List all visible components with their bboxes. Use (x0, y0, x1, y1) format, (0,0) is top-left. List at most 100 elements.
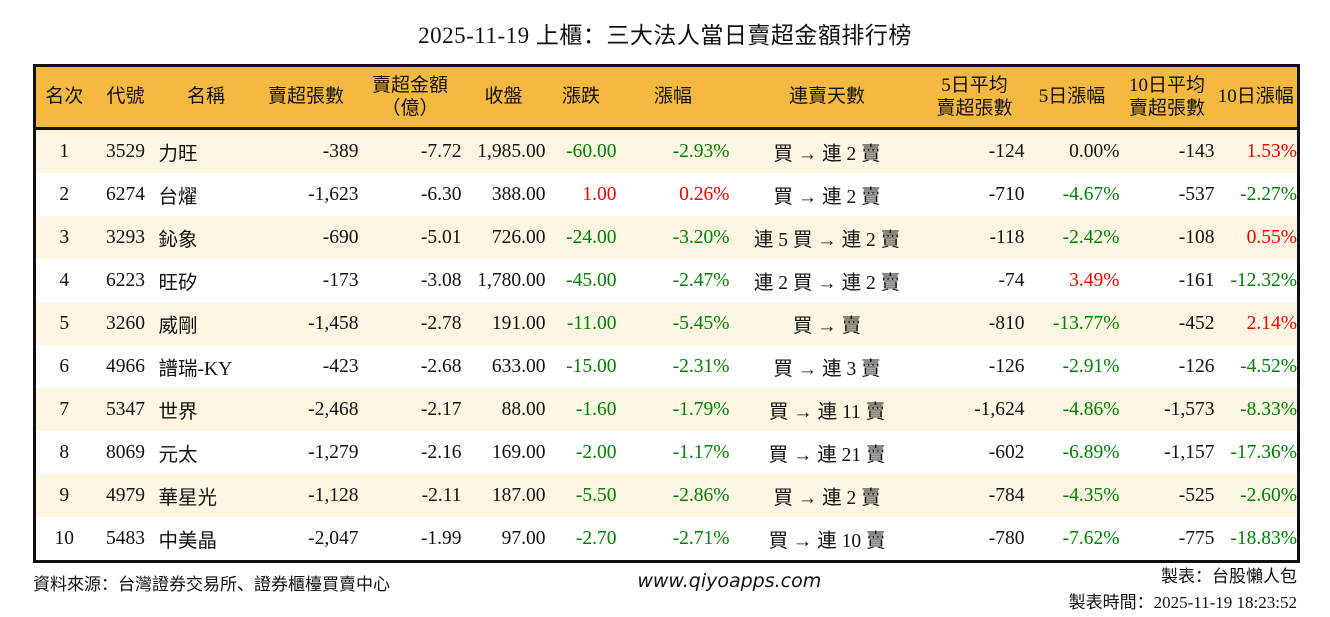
footer: 資料來源：台灣證券交易所、證券櫃檯買賣中心 www.qiyoapps.com 製… (33, 564, 1297, 617)
column-header-change: 漲跌 (545, 65, 617, 130)
cell-name: 譜瑞-KY (158, 359, 233, 380)
cell-rank: 6 (59, 355, 70, 377)
column-header-code: 代號 (92, 65, 159, 130)
cell-change: -2.00 (575, 441, 617, 463)
cell-avg5_volume: -784 (988, 484, 1025, 506)
cell-net_sell_amount: -3.08 (420, 269, 462, 291)
cell-pct5: -7.62% (1062, 527, 1120, 549)
cell-avg5_volume: -602 (988, 441, 1025, 463)
cell-pct5: -4.86% (1062, 398, 1120, 420)
cell-code: 4979 (106, 484, 145, 506)
table-row: 5 3260 威剛 -1,458 -2.78 191.00 -11.00 -5.45% 買 → … (34, 302, 1299, 345)
cell-change: -1.60 (575, 398, 617, 420)
cell-streak: 連 2 買 → 連 2 賣 (753, 273, 901, 294)
cell-change_pct: -1.79% (672, 398, 730, 420)
table-row: 3 3293 鈊象 -690 -5.01 726.00 -24.00 -3.20% 連 5 買 … (34, 216, 1299, 259)
column-header-name: 名稱 (158, 65, 254, 130)
cell-name: 台燿 (158, 187, 198, 208)
cell-pct10: -2.27% (1240, 183, 1297, 205)
column-header-avg5_volume: 5日平均 賣超張數 (924, 65, 1025, 130)
cell-streak: 買 → 連 3 賣 (773, 359, 881, 380)
table-row: 2 6274 台燿 -1,623 -6.30 388.00 1.00 0.26% 買 → 連 2… (34, 173, 1299, 216)
cell-pct5: -13.77% (1052, 312, 1120, 334)
cell-net_sell_volume: -173 (322, 269, 359, 291)
cell-name: 鈊象 (158, 230, 198, 251)
cell-net_sell_volume: -1,623 (308, 183, 359, 205)
cell-avg5_volume: -810 (988, 312, 1025, 334)
cell-avg10_volume: -525 (1178, 484, 1215, 506)
cell-net_sell_volume: -1,279 (308, 441, 359, 463)
table-row: 9 4979 華星光 -1,128 -2.11 187.00 -5.50 -2.86% 買 → … (34, 474, 1299, 517)
cell-close: 191.00 (491, 312, 546, 334)
cell-net_sell_amount: -2.78 (420, 312, 462, 334)
cell-name: 中美晶 (158, 531, 218, 552)
table-row: 1 3529 力旺 -389 -7.72 1,985.00 -60.00 -2.93% 買 → … (34, 128, 1299, 173)
credit-block: 製表：台股懶人包 製表時間：2025-11-19 18:23:52 (1069, 564, 1297, 617)
cell-change_pct: -1.17% (672, 441, 730, 463)
cell-avg5_volume: -780 (988, 527, 1025, 549)
cell-pct5: -4.67% (1062, 183, 1120, 205)
cell-net_sell_volume: -1,458 (308, 312, 359, 334)
cell-rank: 3 (59, 226, 70, 248)
cell-close: 97.00 (501, 527, 546, 549)
cell-pct5: -2.42% (1062, 226, 1120, 248)
cell-name: 威剛 (158, 316, 198, 337)
cell-code: 5347 (106, 398, 145, 420)
cell-name: 世界 (158, 402, 198, 423)
cell-pct10: 2.14% (1246, 312, 1297, 334)
cell-change: -60.00 (566, 140, 617, 162)
ranking-table: 名次 代號 名稱 賣超張數 賣超金額 （億） 收盤 漲跌 漲幅 連賣天數 5日平均 賣超張數 5日漲幅 1… (33, 64, 1300, 563)
cell-net_sell_volume: -2,047 (308, 527, 359, 549)
column-header-pct5: 5日漲幅 (1024, 65, 1120, 130)
cell-close: 726.00 (491, 226, 546, 248)
cell-net_sell_volume: -423 (322, 355, 359, 377)
cell-change: -5.50 (575, 484, 617, 506)
cell-rank: 8 (59, 441, 70, 463)
cell-change_pct: -5.45% (672, 312, 730, 334)
cell-change_pct: -2.47% (672, 269, 730, 291)
page-title: 2025-11-19 上櫃：三大法人當日賣超金額排行榜 (418, 23, 912, 48)
cell-avg10_volume: -1,157 (1164, 441, 1215, 463)
cell-rank: 1 (59, 140, 70, 162)
cell-change_pct: -2.86% (672, 484, 730, 506)
made-time: 製表時間：2025-11-19 18:23:52 (1068, 593, 1297, 613)
cell-pct10: -18.83% (1230, 527, 1297, 549)
cell-rank: 9 (59, 484, 70, 506)
cell-pct10: -8.33% (1240, 398, 1297, 420)
made-by: 製表：台股懶人包 (1160, 567, 1297, 586)
cell-rank: 4 (59, 269, 70, 291)
ranking-table-container: 名次 代號 名稱 賣超張數 賣超金額 （億） 收盤 漲跌 漲幅 連賣天數 5日平均 賣超張數 5日漲幅 1… (33, 64, 1300, 563)
cell-avg10_volume: -126 (1178, 355, 1215, 377)
table-header: 名次 代號 名稱 賣超張數 賣超金額 （億） 收盤 漲跌 漲幅 連賣天數 5日平均 賣超張數 5日漲幅 1… (34, 65, 1299, 130)
cell-name: 旺矽 (158, 273, 198, 294)
table-row: 10 5483 中美晶 -2,047 -1.99 97.00 -2.70 -2.71% 買 → … (34, 517, 1299, 562)
cell-name: 華星光 (158, 488, 218, 509)
cell-streak: 買 → 連 10 賣 (768, 531, 886, 552)
cell-close: 169.00 (491, 441, 546, 463)
cell-net_sell_volume: -389 (322, 140, 359, 162)
cell-change: 1.00 (582, 183, 617, 205)
cell-avg5_volume: -74 (998, 269, 1025, 291)
cell-avg5_volume: -1,624 (974, 398, 1025, 420)
table-body: 1 3529 力旺 -389 -7.72 1,985.00 -60.00 -2.93% 買 → … (34, 128, 1299, 562)
table-row: 7 5347 世界 -2,468 -2.17 88.00 -1.60 -1.79% 買 → 連 … (34, 388, 1299, 431)
cell-pct10: 0.55% (1246, 226, 1297, 248)
cell-rank: 5 (59, 312, 70, 334)
cell-streak: 買 → 連 21 賣 (768, 445, 886, 466)
cell-avg5_volume: -124 (988, 140, 1025, 162)
cell-code: 3293 (106, 226, 145, 248)
cell-streak: 買 → 連 11 賣 (768, 402, 886, 423)
cell-avg10_volume: -537 (1178, 183, 1215, 205)
cell-close: 1,985.00 (477, 140, 546, 162)
cell-pct5: 0.00% (1069, 140, 1120, 162)
cell-net_sell_amount: -1.99 (420, 527, 462, 549)
cell-avg10_volume: -452 (1178, 312, 1215, 334)
cell-rank: 2 (59, 183, 70, 205)
cell-net_sell_amount: -5.01 (420, 226, 462, 248)
cell-pct5: -4.35% (1062, 484, 1120, 506)
column-header-net_sell_volume: 賣超張數 (253, 65, 359, 130)
cell-avg5_volume: -118 (989, 226, 1025, 248)
cell-change_pct: 0.26% (679, 183, 730, 205)
cell-close: 187.00 (491, 484, 546, 506)
cell-code: 6274 (106, 183, 145, 205)
